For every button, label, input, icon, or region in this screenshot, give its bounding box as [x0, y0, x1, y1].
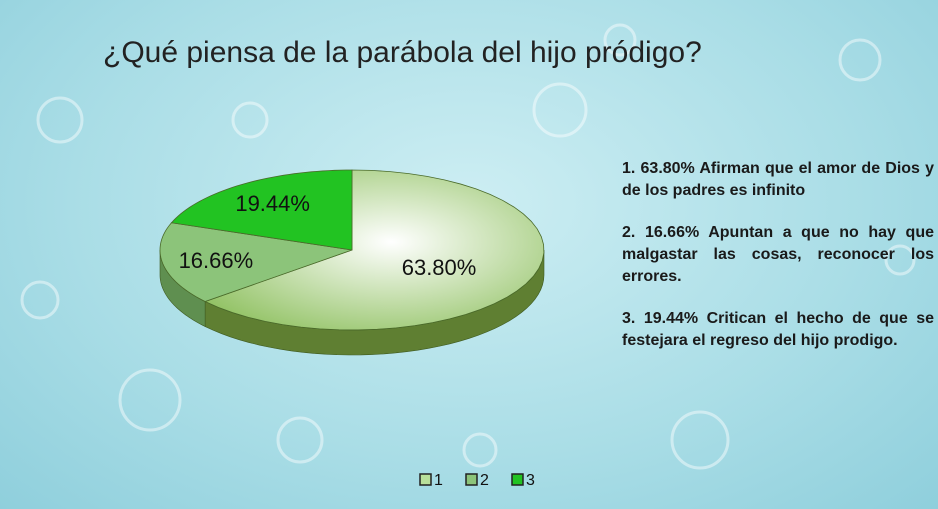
note: 3. 19.44% Critican el hecho de que se fe…	[622, 310, 934, 349]
pie-slice	[159, 222, 353, 302]
legend-swatch	[419, 473, 432, 486]
chart-title: ¿Qué piensa de la parábola del hijo pród…	[103, 36, 702, 69]
legend-label: 2	[480, 472, 489, 489]
pie-slice	[170, 169, 353, 251]
legend-label: 3	[526, 472, 535, 489]
data-label: 19.44%	[235, 191, 310, 216]
note: 2. 16.66% Apuntan a que no hay que malga…	[622, 224, 934, 285]
data-label: 16.66%	[179, 248, 254, 273]
legend-swatch	[465, 473, 478, 486]
legend-label: 1	[434, 472, 443, 489]
notes: 1. 63.80% Afirman que el amor de Dios y …	[622, 158, 934, 372]
data-label: 63.80%	[402, 255, 477, 280]
note: 1. 63.80% Afirman que el amor de Dios y …	[622, 160, 934, 199]
legend-swatch	[511, 473, 524, 486]
pie-slice	[204, 169, 545, 331]
background-drops	[20, 23, 916, 470]
